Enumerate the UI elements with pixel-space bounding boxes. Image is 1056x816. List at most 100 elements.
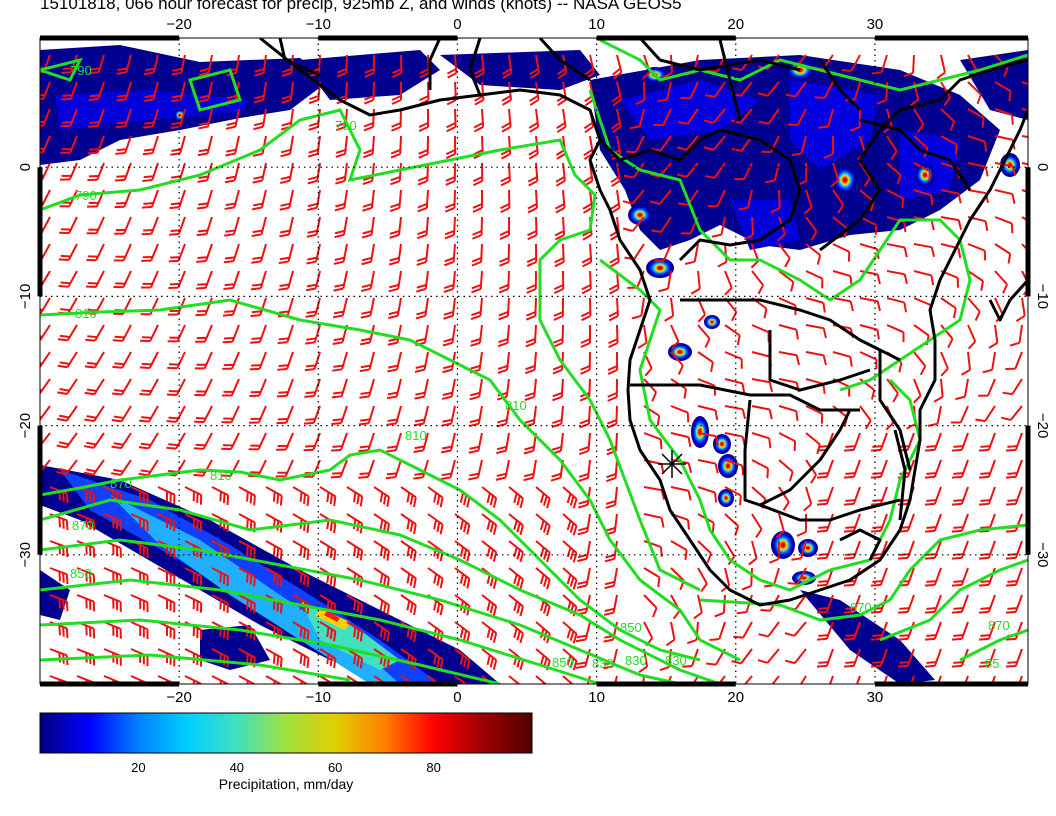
wind-barb [496, 432, 510, 455]
lat-tick-label-left: 0 [17, 163, 34, 171]
wind-barb [876, 81, 888, 105]
wind-barb [265, 675, 283, 684]
wind-barb [427, 567, 444, 589]
wind-barb [495, 459, 510, 481]
wind-barb [238, 486, 256, 506]
wind-barb [359, 351, 375, 373]
wind-barb [400, 540, 417, 562]
wind-barb [254, 54, 267, 77]
wind-barb [665, 621, 676, 647]
wind-barb [139, 378, 159, 396]
wind-barb [841, 54, 861, 72]
wind-barb [643, 594, 658, 618]
lon-tick-label-top: 0 [453, 16, 461, 33]
wind-barb [304, 351, 321, 372]
wind-barb [305, 297, 321, 318]
wind-barb [470, 324, 483, 347]
wind-barb [748, 540, 758, 566]
wind-barb [785, 648, 807, 665]
wind-barb [816, 486, 834, 506]
wind-barb [251, 216, 267, 238]
wind-barb [631, 297, 645, 320]
wind-barb [803, 189, 813, 215]
wind-barb [40, 108, 51, 127]
wind-barb [224, 216, 240, 237]
wind-barb [743, 216, 755, 241]
wind-barb [85, 324, 105, 342]
wind-barb [707, 189, 726, 208]
wind-barb [526, 270, 537, 294]
wind-barb [265, 540, 283, 560]
wind-barb [951, 513, 969, 533]
wind-barb [157, 486, 176, 505]
wind-barb [169, 216, 186, 236]
wind-barb [823, 135, 835, 159]
wind-barb [859, 162, 871, 187]
wind-barb [897, 621, 915, 641]
wind-barb [731, 648, 753, 665]
wind-barb [184, 513, 203, 532]
wind-barb [758, 108, 780, 125]
wind-barb [575, 648, 591, 669]
wind-barb [664, 297, 675, 322]
wind-barb [852, 675, 861, 684]
wind-barb [443, 270, 456, 293]
wind-barb [967, 108, 985, 128]
lat-tick-label-left: −10 [17, 284, 34, 309]
wind-barb [924, 513, 942, 533]
wind-barb [805, 297, 826, 313]
wind-barb [138, 432, 159, 450]
contour-label: 810 [505, 398, 527, 413]
wind-barb [982, 351, 996, 374]
map-title: 15101818, 066 hour forecast for precip, … [40, 0, 682, 13]
wind-barb [1015, 297, 1026, 322]
wind-barb [960, 675, 969, 684]
wind-barb [805, 351, 827, 366]
wind-barb [535, 675, 551, 684]
wind-barb [248, 432, 267, 451]
wind-barb [303, 405, 321, 425]
wind-barb [994, 243, 1012, 264]
wind-barb [56, 432, 78, 449]
wind-barb [924, 594, 942, 614]
wind-barb [670, 351, 684, 375]
wind-barb [711, 216, 726, 238]
wind-barb [951, 594, 969, 614]
wind-barb [387, 324, 402, 346]
wind-barb [724, 378, 746, 394]
wind-barb [113, 270, 132, 289]
contour-label: 870 [988, 618, 1010, 633]
wind-barb [859, 405, 872, 430]
wind-barb [933, 378, 944, 403]
contour-label: 85 [985, 656, 999, 671]
wind-barb [481, 594, 498, 616]
wind-barb [58, 243, 78, 261]
wind-barb [622, 189, 645, 205]
wind-barb [913, 162, 931, 182]
wind-barb [693, 594, 703, 620]
wind-barb [40, 81, 51, 101]
wind-barb [684, 243, 699, 265]
wind-barb [250, 324, 267, 344]
lon-tick-label-top: −20 [166, 16, 191, 33]
wind-barb [657, 81, 672, 103]
wind-barb [388, 270, 402, 293]
wind-barb [427, 648, 444, 670]
wind-barb [40, 297, 51, 315]
wind-barb [278, 243, 294, 265]
wind-barb [442, 324, 456, 347]
wind-barb [859, 378, 876, 400]
wind-barb [555, 189, 566, 214]
wind-barb [796, 513, 807, 537]
colorbar [39, 712, 533, 754]
wind-barb [622, 216, 645, 232]
wind-barb [654, 243, 672, 262]
contour-label: 830 [592, 656, 614, 671]
wind-barb [196, 189, 213, 210]
wind-barb [580, 297, 592, 322]
wind-barb [562, 621, 578, 644]
wind-barb [361, 216, 375, 239]
wind-barb [967, 81, 982, 105]
wind-barb [581, 243, 593, 268]
